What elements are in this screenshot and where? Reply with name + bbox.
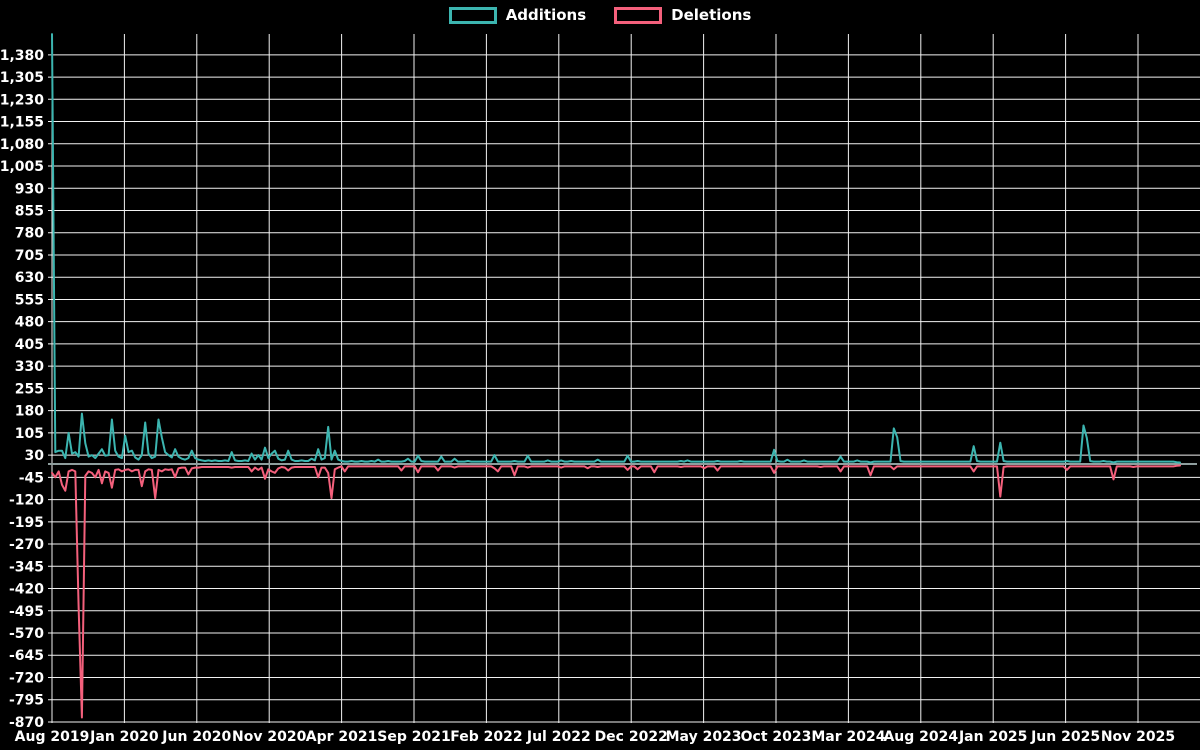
- y-tick-label: -420: [9, 582, 44, 598]
- y-tick-label: 1,155: [0, 115, 44, 131]
- x-tick-label: Jun 2020: [161, 729, 231, 745]
- deletions-legend-label: Deletions: [671, 6, 752, 24]
- y-tick-label: 705: [15, 248, 44, 264]
- deletions-series-line: [51, 464, 1181, 719]
- y-tick-label: -345: [9, 559, 44, 575]
- y-tick-label: 1,005: [0, 159, 44, 175]
- y-tick-label: 255: [15, 381, 44, 397]
- y-tick-label: 930: [15, 181, 44, 197]
- y-tick-label: -795: [9, 693, 44, 709]
- y-tick-label: -495: [9, 604, 44, 620]
- y-tick-label: 555: [15, 292, 44, 308]
- x-tick-label: Aug 2024: [883, 729, 958, 745]
- y-tick-label: 1,305: [0, 70, 44, 86]
- y-tick-label: -45: [19, 470, 44, 486]
- y-tick-label: 405: [15, 337, 44, 353]
- chart-legend: Additions Deletions: [0, 7, 1200, 24]
- y-tick-label: -870: [9, 715, 44, 731]
- y-tick-label: 330: [15, 359, 44, 375]
- y-tick-label: -645: [9, 648, 44, 664]
- y-tick-label: -120: [9, 493, 44, 509]
- y-tick-label: 855: [15, 203, 44, 219]
- x-tick-label: Apr 2021: [306, 729, 378, 745]
- y-tick-label: 180: [15, 404, 44, 420]
- y-tick-label: 480: [15, 315, 44, 331]
- additions-swatch-icon: [448, 7, 497, 24]
- y-tick-label: 30: [25, 448, 45, 464]
- y-tick-label: -720: [9, 670, 44, 686]
- x-tick-label: Jan 2025: [958, 729, 1027, 745]
- x-tick-label: May 2023: [666, 729, 742, 745]
- x-tick-label: Mar 2024: [811, 729, 885, 745]
- deletions-swatch-icon: [614, 7, 663, 24]
- legend-item-deletions[interactable]: Deletions: [614, 7, 751, 24]
- y-tick-label: 630: [15, 270, 44, 286]
- legend-item-additions[interactable]: Additions: [448, 6, 587, 24]
- x-tick-label: Sep 2021: [377, 729, 450, 745]
- additions-series-line: [51, 33, 1181, 464]
- x-tick-label: Jul 2022: [526, 729, 591, 745]
- x-tick-label: Dec 2022: [595, 729, 668, 745]
- x-tick-label: Jan 2020: [89, 729, 159, 745]
- x-tick-label: Nov 2020: [232, 729, 307, 745]
- y-tick-label: -195: [9, 515, 44, 531]
- y-tick-label: -570: [9, 626, 44, 642]
- x-tick-label: Aug 2019: [15, 729, 90, 745]
- x-tick-label: Oct 2023: [741, 729, 812, 745]
- y-tick-label: 1,080: [0, 137, 44, 153]
- x-tick-label: Nov 2025: [1101, 729, 1175, 745]
- y-tick-label: 1,380: [0, 48, 44, 64]
- additions-legend-label: Additions: [505, 6, 587, 24]
- y-tick-label: 780: [15, 226, 44, 242]
- y-tick-label: 105: [15, 426, 44, 442]
- x-tick-label: Jun 2025: [1030, 729, 1100, 745]
- y-tick-label: 1,230: [0, 92, 44, 108]
- y-tick-label: -270: [9, 537, 44, 553]
- x-tick-label: Feb 2022: [450, 729, 522, 745]
